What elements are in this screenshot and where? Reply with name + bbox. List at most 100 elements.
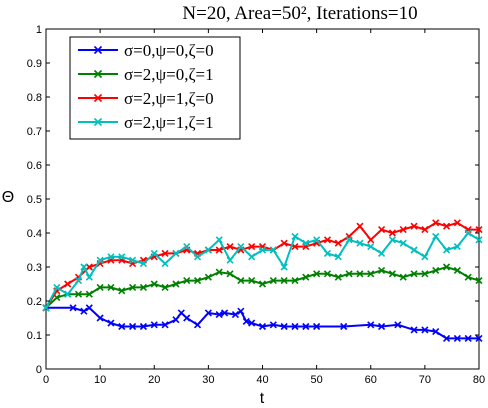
data-point: [280, 277, 288, 285]
data-point: [345, 236, 353, 244]
data-point: [421, 270, 429, 278]
legend-swatch-marker: [93, 69, 103, 79]
data-point: [74, 277, 83, 285]
data-point: [248, 277, 256, 285]
data-point: [394, 321, 402, 329]
data-point: [280, 322, 288, 331]
ticks-layer: 0 10 20 30 40 50 60 70 80 0 0.1 0.2 0.3 0.4 0.5 0.6 0.7 0…: [27, 24, 485, 386]
data-point: [356, 222, 364, 230]
data-point: [80, 263, 88, 271]
data-point: [107, 283, 115, 291]
data-point: [399, 239, 407, 247]
x-tick-label: 0: [43, 374, 49, 386]
data-point: [231, 311, 240, 319]
x-axis-label: t: [260, 390, 265, 407]
data-point: [129, 283, 137, 291]
data-point: [258, 322, 267, 331]
x-tick-label: 50: [311, 374, 323, 386]
series-layer: [42, 219, 483, 342]
data-point: [150, 321, 158, 329]
data-point: [410, 246, 418, 254]
data-point: [139, 283, 147, 291]
data-point: [204, 273, 212, 281]
data-point: [215, 268, 223, 276]
data-point: [226, 256, 234, 264]
data-point: [464, 334, 472, 342]
data-point: [183, 243, 191, 251]
data-point: [96, 256, 104, 264]
data-point: [74, 290, 83, 298]
legend-entry: σ=0,ψ=0,ζ=0: [78, 41, 214, 60]
data-point: [453, 266, 461, 274]
data-point: [378, 322, 386, 331]
data-point: [150, 280, 158, 288]
data-point: [367, 321, 375, 329]
data-point: [96, 283, 104, 291]
data-point: [399, 273, 407, 281]
data-point: [442, 334, 451, 342]
data-point: [432, 219, 440, 227]
data-point: [432, 232, 440, 240]
legend-label: σ=2,ψ=0,ζ=1: [124, 65, 214, 84]
data-point: [269, 321, 277, 329]
data-point: [475, 277, 483, 285]
data-point: [96, 314, 104, 322]
data-point: [183, 314, 191, 322]
data-point: [53, 283, 61, 291]
data-point: [161, 260, 169, 268]
data-point: [367, 270, 375, 278]
data-point: [161, 321, 169, 329]
data-point: [453, 243, 461, 251]
data-point: [118, 253, 126, 261]
data-point: [172, 280, 180, 288]
data-point: [64, 290, 72, 298]
data-point: [464, 273, 472, 281]
data-point: [475, 226, 483, 234]
data-point: [242, 317, 250, 325]
data-point: [323, 270, 332, 278]
data-point: [172, 316, 180, 324]
y-tick-label: 0.1: [27, 330, 42, 342]
data-point: [323, 249, 332, 257]
data-point: [85, 304, 93, 312]
y-tick-label: 0.5: [27, 194, 42, 206]
data-point: [193, 321, 202, 329]
data-point: [432, 266, 440, 274]
data-point: [80, 307, 88, 315]
data-point: [388, 270, 396, 278]
y-tick-label: 1: [36, 24, 42, 36]
data-point: [421, 253, 429, 261]
data-point: [139, 260, 147, 268]
data-point: [313, 270, 321, 278]
legend-entry: σ=2,ψ=1,ζ=1: [78, 113, 214, 132]
data-point: [340, 322, 348, 331]
data-point: [172, 249, 180, 257]
data-point: [367, 243, 375, 251]
data-point: [313, 322, 321, 331]
data-point: [334, 273, 342, 281]
legend-label: σ=2,ψ=1,ζ=0: [124, 89, 214, 108]
legend-entry: σ=2,ψ=1,ζ=0: [78, 89, 214, 108]
data-point: [421, 226, 429, 234]
data-point: [64, 280, 72, 288]
data-point: [475, 334, 483, 342]
data-point: [193, 253, 202, 261]
data-point: [269, 277, 277, 285]
legend-swatch-marker: [93, 45, 103, 55]
data-point: [248, 243, 256, 251]
data-point: [215, 246, 223, 254]
data-point: [356, 239, 364, 247]
data-point: [221, 309, 229, 317]
data-point: [464, 229, 472, 237]
data-point: [302, 322, 310, 331]
data-point: [453, 219, 461, 227]
data-point: [129, 256, 137, 264]
series-4: [42, 229, 483, 312]
legend-label: σ=0,ψ=0,ζ=0: [124, 41, 214, 60]
data-point: [280, 263, 288, 271]
data-point: [237, 307, 245, 315]
data-point: [323, 236, 332, 244]
data-point: [177, 309, 185, 317]
data-point: [378, 226, 386, 234]
data-point: [453, 334, 461, 342]
